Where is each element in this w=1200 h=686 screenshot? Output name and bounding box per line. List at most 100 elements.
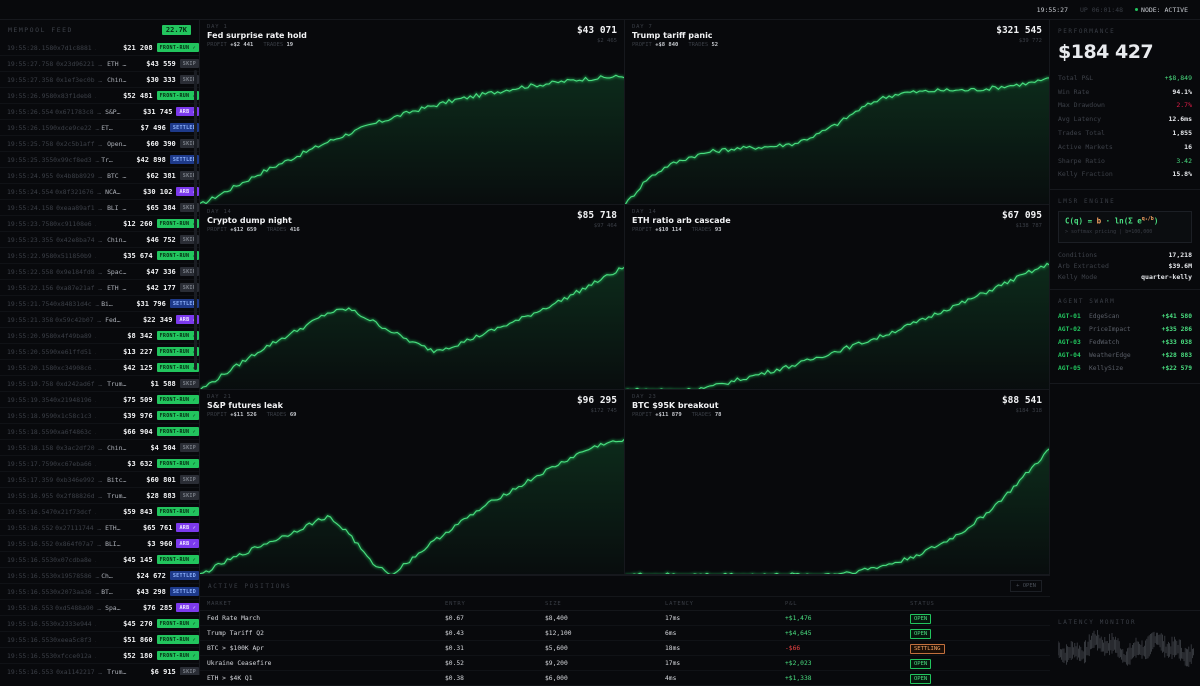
card-trades: 93	[714, 227, 722, 233]
feed-row[interactable]: 19:55:24.955 0x4b8b8929 … BTC … $62 381 …	[0, 168, 199, 184]
feed-scrollbar[interactable]	[194, 70, 197, 370]
feed-row[interactable]: 19:55:16.547 0x21f73dcf … $59 843 FRONT-…	[0, 504, 199, 520]
feed-row[interactable]: 19:55:26.958 0x83f1deb8 … $52 481 FRONT-…	[0, 88, 199, 104]
feed-row[interactable]: 19:55:23.758 0xc91108e6 … $12 260 FRONT-…	[0, 216, 199, 232]
feed-row[interactable]: 19:55:24.554 0x8f321676 … NCA… $30 102 A…	[0, 184, 199, 200]
feed-market: NCA…	[105, 187, 121, 196]
feed-row[interactable]: 19:55:18.158 0x3ac2df20 … Chin… $4 504 S…	[0, 440, 199, 456]
feed-market: Open…	[107, 139, 127, 148]
feed-row[interactable]: 19:55:17.759 0xc67eba66 … $3 632 FRONT-R…	[0, 456, 199, 472]
feed-row[interactable]: 19:55:22.958 0x511850b9 … $35 674 FRONT-…	[0, 248, 199, 264]
feed-amount: $45 270	[123, 619, 153, 628]
feed-row[interactable]: 19:55:27.358 0x1ef3ec0b … Chin… $30 333 …	[0, 72, 199, 88]
active-positions-panel: ACTIVE POSITIONS + OPEN MARKET ENTRY SIZE L…	[200, 575, 1050, 686]
card-profit: +$10 114	[655, 227, 682, 233]
feed-amount: $42 177	[146, 283, 176, 292]
open-position-button[interactable]: + OPEN	[1010, 580, 1042, 592]
feed-row[interactable]: 19:55:16.553 0xa1142217 … Trum… $6 915 S…	[0, 664, 199, 675]
feed-row[interactable]: 19:55:21.754 0x84831d4c … Bi… $31 796 SE…	[0, 296, 199, 312]
feed-amount: $76 285	[142, 603, 173, 612]
scenario-card[interactable]: DAY 1 Fed surprise rate hold PROFIT +$2 …	[200, 20, 625, 205]
agent-row[interactable]: AGT-01 EdgeScan +$41 580	[1058, 310, 1192, 323]
feed-row[interactable]: 19:55:16.553 0x2333e944 … $45 270 FRONT-…	[0, 616, 199, 632]
card-value: $88 541	[1001, 395, 1042, 406]
agent-row[interactable]: AGT-04 WeatherEdge +$28 883	[1058, 349, 1192, 362]
feed-row[interactable]: 19:55:16.553 0x19578586 … Ch… $24 672 SE…	[0, 568, 199, 584]
feed-row[interactable]: 19:55:16.552 0x864f07a7 … BLI… $3 960 AR…	[0, 536, 199, 552]
feed-row[interactable]: 19:55:22.156 0xa87e21af … ETH … $42 177 …	[0, 280, 199, 296]
feed-amount: $59 843	[123, 507, 153, 516]
card-trades: 416	[289, 227, 300, 233]
lmsr-formula: C(q) = b · ln(Σ eqᵢ/b)	[1065, 216, 1159, 226]
feed-row[interactable]: 19:55:18.559 0xa6f4863c … $66 904 FRONT-…	[0, 424, 199, 440]
feed-row[interactable]: 19:55:20.158 0xc34908c6 … $42 125 FRONT-…	[0, 360, 199, 376]
position-row[interactable]: Fed Rate March $0.67 $8,400 17ms +$1,476…	[200, 610, 1050, 626]
feed-status-badge: ARB ✓	[176, 315, 199, 324]
scenario-card[interactable]: DAY 21 S&P futures leak PROFIT +$11 526 …	[200, 390, 625, 575]
feed-row[interactable]: 19:55:16.553 0xeea5c8f3 … $51 860 FRONT-…	[0, 632, 199, 648]
position-status-badge: OPEN	[910, 658, 932, 669]
feed-row[interactable]: 19:55:19.354 0x21948196 … $75 509 FRONT-…	[0, 392, 199, 408]
feed-row[interactable]: 19:55:20.559 0xe61ffd51 … $13 227 FRONT-…	[0, 344, 199, 360]
feed-row[interactable]: 19:55:18.959 0x1c58c1c3 … $39 976 FRONT-…	[0, 408, 199, 424]
tx-hash: 0x27111744 …	[55, 523, 102, 532]
feed-row[interactable]: 19:55:24.158 0xeaa89af1 … BLI … $65 384 …	[0, 200, 199, 216]
feed-row[interactable]: 19:55:19.758 0xd242ad6f … Trum… $1 588 S…	[0, 376, 199, 392]
scenario-card[interactable]: DAY 14 ETH ratio arb cascade PROFIT +$10…	[625, 205, 1050, 390]
feed-row[interactable]: 19:55:16.552 0x27111744 … ETH… $65 761 A…	[0, 520, 199, 536]
card-trades: 52	[711, 42, 719, 48]
card-title: BTC $95K breakout	[632, 401, 719, 410]
column-header[interactable]: MARKET	[200, 596, 445, 611]
feed-amount: $66 904	[123, 427, 153, 436]
feed-row[interactable]: 19:55:28.158 0x7d1c8881 … $21 208 FRONT-…	[0, 40, 199, 56]
feed-row[interactable]: 19:55:25.758 0x2c5b1aff … Open… $60 390 …	[0, 136, 199, 152]
feed-market: Fed…	[105, 315, 121, 324]
position-row[interactable]: ETH > $4K Q1 $0.38 $6,000 4ms +$1,338 OP…	[200, 670, 1050, 686]
column-header[interactable]: STATUS	[910, 596, 1050, 611]
card-value: $85 718	[576, 210, 617, 221]
column-header[interactable]: P&L	[785, 596, 910, 611]
swarm-title: AGENT SWARM	[1058, 298, 1116, 305]
feed-row[interactable]: 19:55:16.553 0xd5488a90 … Spa… $76 285 A…	[0, 600, 199, 616]
feed-row[interactable]: 19:55:25.355 0x99cf8ed3 … Tr… $42 898 SE…	[0, 152, 199, 168]
feed-status-badge: SETTLED	[169, 155, 199, 164]
agent-row[interactable]: AGT-05 KellySize +$22 579	[1058, 362, 1192, 375]
feed-status-badge: SETTLED	[169, 299, 199, 308]
scenario-card[interactable]: DAY 7 Trump tariff panic PROFIT +$8 840 …	[625, 20, 1050, 205]
position-row[interactable]: BTC > $100K Apr $0.31 $5,600 18ms -$66 S…	[200, 640, 1050, 656]
tx-hash: 0x2073aa36 …	[53, 587, 100, 596]
scenario-card[interactable]: DAY 14 Crypto dump night PROFIT +$12 659…	[200, 205, 625, 390]
feed-row[interactable]: 19:55:27.758 0x23d96221 … ETH … $43 559 …	[0, 56, 199, 72]
performance-total: $184 427	[1058, 41, 1154, 63]
feed-row[interactable]: 19:55:16.955 0x2f88826d … Trum… $28 883 …	[0, 488, 199, 504]
tx-hash: 0xa87e21af …	[56, 283, 103, 292]
scenario-card[interactable]: DAY 23 BTC $95K breakout PROFIT +$11 879…	[625, 390, 1050, 575]
feed-market: Trum…	[107, 667, 127, 676]
column-header[interactable]: SIZE	[545, 596, 665, 611]
feed-row[interactable]: 19:55:16.553 0x07cdba8e … $45 145 FRONT-…	[0, 552, 199, 568]
feed-timestamp: 19:55:24.955	[7, 171, 54, 180]
feed-row[interactable]: 19:55:16.553 0x2073aa36 … BT… $43 298 SE…	[0, 584, 199, 600]
feed-row[interactable]: 19:55:26.159 0xdce9ce22 … ET… $7 496 SET…	[0, 120, 199, 136]
column-header[interactable]: ENTRY	[445, 596, 545, 611]
tx-hash: 0x59c42b07 …	[55, 315, 102, 324]
feed-row[interactable]: 19:55:26.554 0x671783c8 … S&P… $31 745 A…	[0, 104, 199, 120]
agent-row[interactable]: AGT-02 PriceImpact +$35 286	[1058, 323, 1192, 336]
feed-row[interactable]: 19:55:23.355 0x42e8ba74 … Chin… $46 752 …	[0, 232, 199, 248]
feed-row[interactable]: 19:55:16.553 0xfcce012a … $52 180 FRONT-…	[0, 648, 199, 664]
feed-row[interactable]: 19:55:20.958 0x4f49ba89 … $8 342 FRONT-R…	[0, 328, 199, 344]
tx-hash: 0x8f321676 …	[55, 187, 102, 196]
feed-amount: $42 125	[123, 363, 153, 372]
column-header[interactable]: LATENCY	[665, 596, 785, 611]
performance-panel: PERFORMANCE $184 427 Total P&L +$8,849 Win…	[1050, 20, 1200, 190]
feed-row[interactable]: 19:55:17.359 0xb346e992 … Bitc… $60 801 …	[0, 472, 199, 488]
card-subvalue: $184 318	[1015, 408, 1043, 414]
agent-row[interactable]: AGT-03 FedWatch +$33 038	[1058, 336, 1192, 349]
position-row[interactable]: Trump Tariff Q2 $0.43 $12,100 6ms +$4,64…	[200, 625, 1050, 641]
feed-row[interactable]: 19:55:21.358 0x59c42b07 … Fed… $22 349 A…	[0, 312, 199, 328]
position-status-badge: OPEN	[910, 613, 932, 624]
feed-row[interactable]: 19:55:22.558 0x9e184fd8 … Spac… $47 336 …	[0, 264, 199, 280]
feed-status-badge: ARB ✓	[176, 107, 199, 116]
node-status: NODE: ACTIVE	[1135, 6, 1188, 14]
position-row[interactable]: Ukraine Ceasefire $0.52 $9,200 17ms +$2,…	[200, 655, 1050, 671]
